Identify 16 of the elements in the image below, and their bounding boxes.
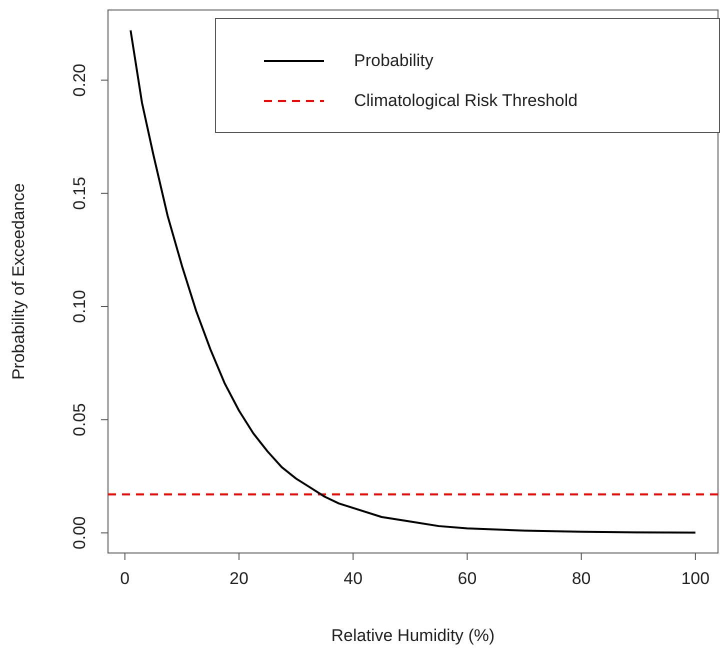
x-tick-label: 60 bbox=[458, 569, 477, 588]
y-tick-label: 0.00 bbox=[70, 516, 89, 550]
x-axis-title: Relative Humidity (%) bbox=[331, 626, 495, 645]
line-series bbox=[130, 29, 696, 534]
legend-label: Probability bbox=[354, 51, 434, 71]
y-tick-label: 0.10 bbox=[70, 290, 89, 324]
x-tick-label: 20 bbox=[230, 569, 248, 588]
y-axis-title: Probability of Exceedance bbox=[9, 183, 28, 380]
y-tick-label: 0.05 bbox=[70, 403, 89, 436]
legend-label: Climatological Risk Threshold bbox=[354, 91, 578, 111]
x-tick-label: 40 bbox=[344, 569, 363, 588]
y-tick-label: 0.15 bbox=[70, 176, 89, 210]
x-tick-label: 100 bbox=[681, 569, 710, 588]
x-tick-label: 0 bbox=[120, 569, 130, 588]
x-tick-label: 80 bbox=[572, 569, 591, 588]
y-tick-label: 0.20 bbox=[70, 64, 89, 97]
